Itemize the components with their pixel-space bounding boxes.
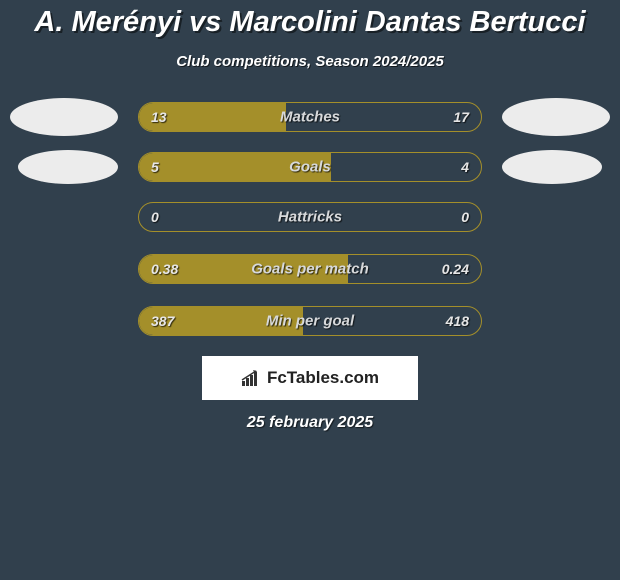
stat-value-left: 13 — [151, 109, 167, 125]
stat-label: Goals — [289, 159, 331, 176]
subtitle: Club competitions, Season 2024/2025 — [0, 53, 620, 70]
stat-value-left: 0.38 — [151, 261, 178, 277]
logo-text: FcTables.com — [267, 368, 379, 388]
player-right-icon — [502, 250, 610, 288]
date-text: 25 february 2025 — [0, 414, 620, 432]
stats-list: 13 Matches 17 5 Goals 4 0 Hattricks 0 0.38 Goals p… — [0, 98, 620, 340]
stat-row: 0.38 Goals per match 0.24 — [0, 250, 620, 288]
player-left-icon — [18, 150, 118, 184]
player-right-icon — [502, 198, 610, 236]
stat-label: Hattricks — [278, 209, 342, 226]
stat-label: Matches — [280, 109, 340, 126]
player-left-icon — [10, 98, 118, 136]
bar-chart-icon — [241, 369, 263, 387]
player-right-icon — [502, 150, 602, 184]
stat-bar: 387 Min per goal 418 — [138, 306, 482, 336]
player-left-icon — [10, 302, 118, 340]
stat-row: 13 Matches 17 — [0, 98, 620, 136]
stat-row: 387 Min per goal 418 — [0, 302, 620, 340]
stat-label: Min per goal — [266, 313, 354, 330]
page-title: A. Merényi vs Marcolini Dantas Bertucci — [0, 6, 620, 39]
stat-value-left: 5 — [151, 159, 159, 175]
stat-value-right: 0.24 — [442, 261, 469, 277]
stat-value-right: 0 — [461, 209, 469, 225]
comparison-card: A. Merényi vs Marcolini Dantas Bertucci … — [0, 0, 620, 432]
player-right-icon — [502, 98, 610, 136]
stat-row: 0 Hattricks 0 — [0, 198, 620, 236]
stat-value-left: 387 — [151, 313, 174, 329]
stat-row: 5 Goals 4 — [0, 150, 620, 184]
stat-bar: 13 Matches 17 — [138, 102, 482, 132]
stat-value-left: 0 — [151, 209, 159, 225]
player-left-icon — [10, 198, 118, 236]
stat-bar: 0.38 Goals per match 0.24 — [138, 254, 482, 284]
logo-box[interactable]: FcTables.com — [202, 356, 418, 400]
stat-bar: 0 Hattricks 0 — [138, 202, 482, 232]
player-left-icon — [10, 250, 118, 288]
player-right-icon — [502, 302, 610, 340]
stat-value-right: 418 — [446, 313, 469, 329]
stat-value-right: 17 — [453, 109, 469, 125]
stat-label: Goals per match — [251, 261, 369, 278]
stat-bar: 5 Goals 4 — [138, 152, 482, 182]
stat-value-right: 4 — [461, 159, 469, 175]
